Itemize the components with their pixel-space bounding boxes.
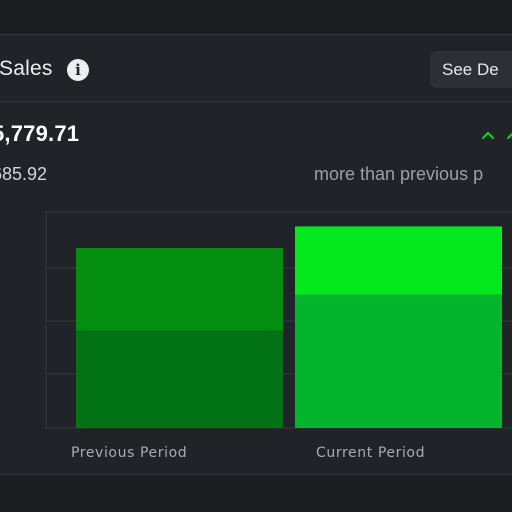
trend-icon-partial: [506, 132, 512, 140]
chevron-up-icon: [481, 131, 495, 140]
total-sales-value: 5,779.71: [0, 121, 80, 146]
comparison-text: more than previous p: [314, 164, 484, 184]
see-details-button[interactable]: See De: [430, 51, 512, 88]
sales-card: Sales i See De 5,779.71 685.92 more than…: [0, 34, 512, 475]
info-icon[interactable]: i: [67, 59, 89, 81]
sales-card-header: Sales i See De: [0, 35, 512, 102]
previous-period-value: 685.92: [0, 164, 48, 184]
sales-card-title: Sales: [0, 57, 53, 80]
